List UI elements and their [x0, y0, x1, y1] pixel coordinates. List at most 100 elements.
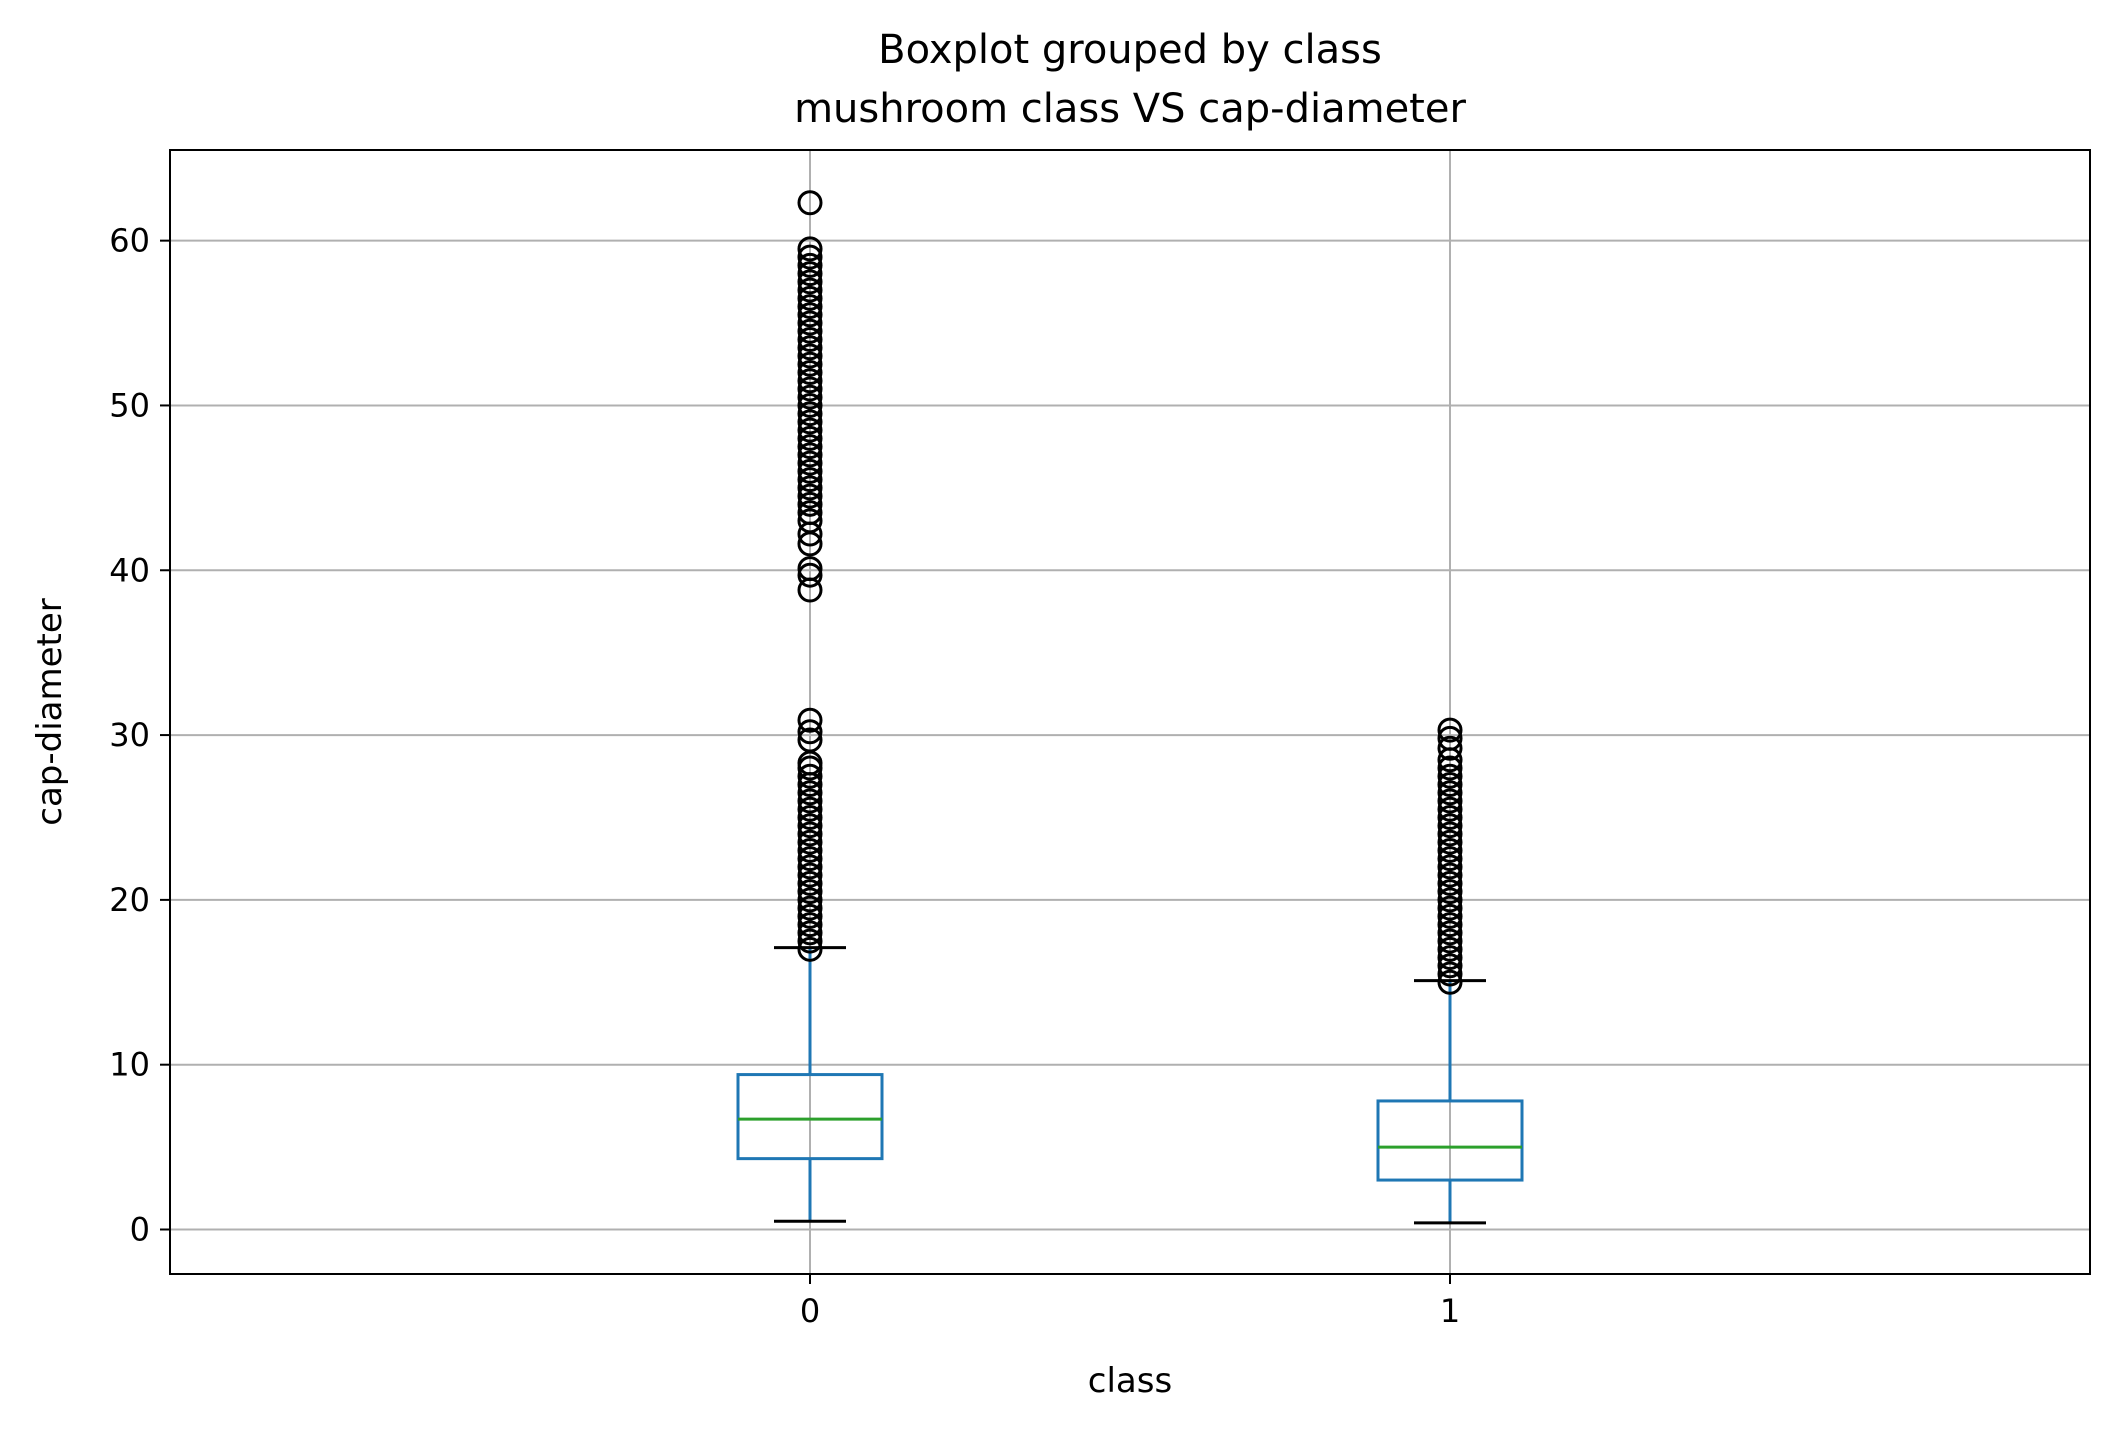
x-tick-label-0: 0: [800, 1292, 820, 1330]
flier-point-0-11: [797, 846, 823, 872]
flier-point-0-8: [797, 870, 823, 896]
flier-point-1-6: [1437, 920, 1463, 946]
flier-point-1-23: [1437, 780, 1463, 806]
flier-point-0-51: [797, 351, 823, 377]
flier-point-0-32: [797, 508, 823, 534]
flier-point-1-11: [1437, 879, 1463, 905]
flier-point-1-17: [1437, 829, 1463, 855]
flier-point-1-25: [1437, 763, 1463, 789]
flier-point-0-43: [797, 417, 823, 443]
flier-point-0-3: [797, 912, 823, 938]
flier-point-0-37: [797, 467, 823, 493]
flier-point-1-21: [1437, 796, 1463, 822]
x-axis-label: class: [1088, 1361, 1172, 1401]
flier-point-1-4: [1437, 936, 1463, 962]
box-group-1: [1376, 717, 1524, 1225]
flier-point-0-62: [797, 261, 823, 287]
flier-point-0-10: [797, 854, 823, 880]
flier-point-0-15: [797, 813, 823, 839]
flier-point-1-29: [1437, 725, 1463, 751]
flier-point-0-35: [797, 483, 823, 509]
flier-point-0-6: [797, 887, 823, 913]
flier-point-0-1: [797, 928, 823, 954]
flier-point-1-30: [1437, 717, 1463, 743]
flier-point-0-63: [797, 252, 823, 278]
flier-point-1-28: [1437, 735, 1463, 761]
flier-point-1-24: [1437, 772, 1463, 798]
flier-point-0-46: [797, 392, 823, 418]
y-tick-label-50: 50: [109, 386, 150, 424]
flier-point-1-16: [1437, 837, 1463, 863]
flier-point-0-26: [797, 707, 823, 733]
flier-point-0-66: [797, 190, 823, 216]
flier-point-0-59: [797, 285, 823, 311]
flier-point-0-47: [797, 384, 823, 410]
flier-point-1-19: [1437, 813, 1463, 839]
box-iqr-0: [736, 1073, 884, 1161]
flier-point-0-21: [797, 763, 823, 789]
flier-point-1-9: [1437, 895, 1463, 921]
flier-point-1-1: [1437, 961, 1463, 987]
flier-point-1-15: [1437, 846, 1463, 872]
flier-point-0-9: [797, 862, 823, 888]
flier-point-0-39: [797, 450, 823, 476]
flier-point-0-58: [797, 294, 823, 320]
flier-point-0-56: [797, 310, 823, 336]
flier-point-1-20: [1437, 804, 1463, 830]
chart-subtitle: mushroom class VS cap-diameter: [794, 86, 1466, 132]
flier-point-1-5: [1437, 928, 1463, 954]
flier-point-0-45: [797, 401, 823, 427]
y-axis-label: cap-diameter: [30, 598, 70, 826]
y-tick-label-60: 60: [109, 222, 150, 260]
flier-point-0-36: [797, 475, 823, 501]
flier-point-0-54: [797, 327, 823, 353]
flier-point-0-25: [797, 719, 823, 745]
flier-point-0-18: [797, 788, 823, 814]
flier-point-1-10: [1437, 887, 1463, 913]
flier-point-0-38: [797, 458, 823, 484]
flier-point-0-57: [797, 302, 823, 328]
flier-point-0-61: [797, 269, 823, 295]
box-series: [736, 190, 1524, 1225]
flier-point-0-2: [797, 920, 823, 946]
flier-point-1-18: [1437, 821, 1463, 847]
flier-point-0-65: [797, 236, 823, 262]
flier-point-0-7: [797, 879, 823, 905]
flier-point-0-0: [797, 936, 823, 962]
flier-point-0-34: [797, 491, 823, 517]
flier-point-0-24: [797, 727, 823, 753]
flier-point-0-41: [797, 434, 823, 460]
flier-point-1-14: [1437, 854, 1463, 880]
flier-point-0-49: [797, 368, 823, 394]
flier-point-1-13: [1437, 862, 1463, 888]
y-tick-label-0: 0: [130, 1211, 150, 1249]
x-tick-label-1: 1: [1440, 1292, 1460, 1330]
box-iqr-1: [1376, 1099, 1524, 1182]
flier-point-0-14: [797, 821, 823, 847]
flier-point-0-52: [797, 343, 823, 369]
flier-point-0-40: [797, 442, 823, 468]
flier-point-0-64: [797, 244, 823, 270]
flier-point-0-28: [797, 562, 823, 588]
flier-point-1-7: [1437, 912, 1463, 938]
flier-point-1-2: [1437, 953, 1463, 979]
flier-point-0-13: [797, 829, 823, 855]
flier-point-1-12: [1437, 870, 1463, 896]
flier-point-0-12: [797, 837, 823, 863]
flier-point-0-17: [797, 796, 823, 822]
flier-point-1-3: [1437, 945, 1463, 971]
flier-point-0-19: [797, 780, 823, 806]
flier-point-1-26: [1437, 755, 1463, 781]
flier-point-0-60: [797, 277, 823, 303]
y-tick-label-10: 10: [109, 1046, 150, 1084]
y-tick-label-40: 40: [109, 551, 150, 589]
flier-point-0-48: [797, 376, 823, 402]
flier-point-0-55: [797, 318, 823, 344]
flier-point-1-22: [1437, 788, 1463, 814]
flier-point-0-29: [797, 556, 823, 582]
box-group-0: [736, 190, 884, 1223]
flier-point-0-42: [797, 425, 823, 451]
flier-point-0-44: [797, 409, 823, 435]
y-tick-label-30: 30: [109, 716, 150, 754]
